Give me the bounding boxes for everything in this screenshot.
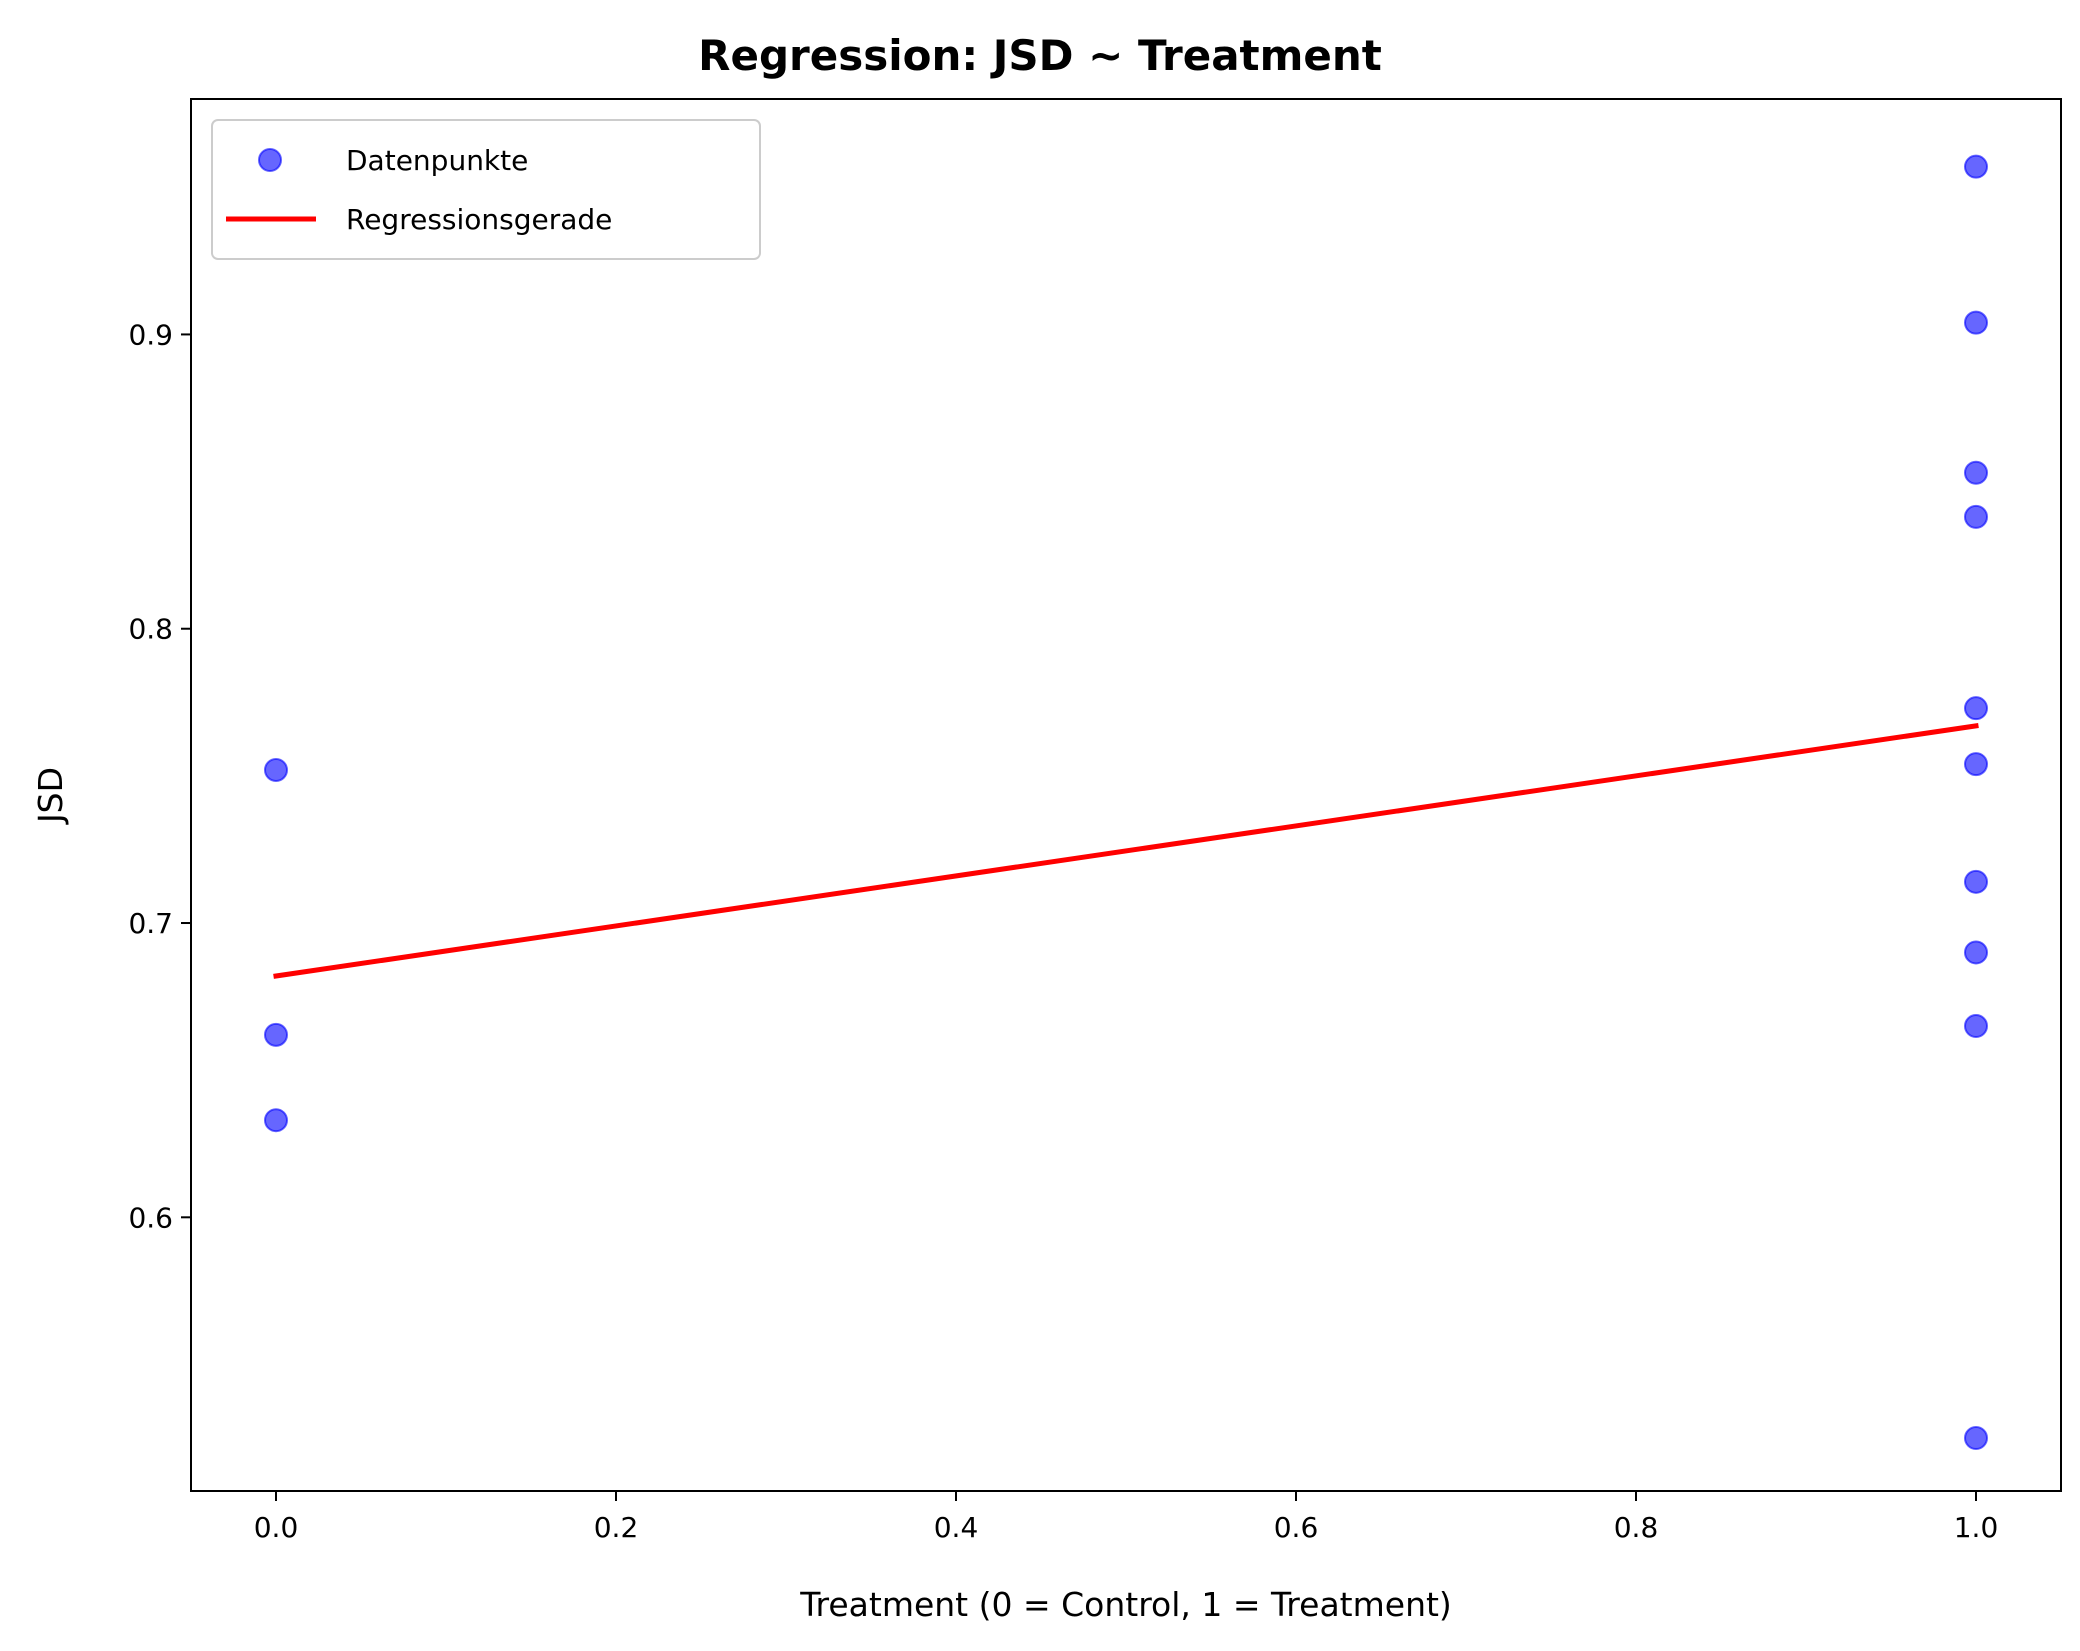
x-tick-label: 0.6	[1274, 1511, 1319, 1544]
y-tick-label: 0.9	[128, 318, 173, 351]
x-axis: 0.0 0.2 0.4 0.6 0.8 1.0	[254, 1491, 1999, 1544]
scatter-point	[1964, 940, 1988, 965]
legend-label-datenpunkte: Datenpunkte	[346, 144, 528, 177]
y-tick-label: 0.7	[128, 907, 173, 940]
chart-title: Regression: JSD ~ Treatment	[698, 31, 1382, 80]
legend-box	[211, 119, 761, 260]
scatter-point	[1964, 696, 1988, 721]
x-tick-label: 0.4	[934, 1511, 979, 1544]
x-axis-label: Treatment (0 = Control, 1 = Treatment)	[799, 1585, 1452, 1624]
scatter-point	[264, 757, 288, 782]
y-tick-label: 0.8	[128, 613, 173, 646]
y-axis-label: JSD	[31, 767, 70, 825]
legend-label-regressionsgerade: Regressionsgerade	[346, 203, 612, 236]
scatter-point	[1964, 460, 1988, 485]
y-tick-label: 0.6	[128, 1201, 173, 1234]
scatter-point	[264, 1022, 288, 1047]
scatter-point	[1964, 869, 1988, 894]
scatter-point	[1964, 1014, 1988, 1039]
scatter-point	[1964, 752, 1988, 777]
scatter-point	[1964, 154, 1988, 179]
legend: Datenpunkte Regressionsgerade	[211, 119, 761, 260]
x-tick-label: 0.8	[1614, 1511, 1659, 1544]
series-layer	[264, 154, 1988, 1451]
scatter-point	[264, 1108, 288, 1133]
scatter-point	[1964, 310, 1988, 335]
y-axis: 0.6 0.7 0.8 0.9	[128, 318, 191, 1234]
plot-frame	[190, 98, 2062, 1492]
scatter-point	[1964, 1426, 1988, 1451]
plot-area	[191, 99, 2061, 1491]
legend-scatter-marker	[258, 148, 282, 172]
x-tick-label: 1.0	[1954, 1511, 1999, 1544]
x-tick-label: 0.0	[254, 1511, 299, 1544]
x-tick-label: 0.2	[594, 1511, 639, 1544]
regression-line	[273, 723, 1979, 979]
scatter-point	[1964, 504, 1988, 529]
